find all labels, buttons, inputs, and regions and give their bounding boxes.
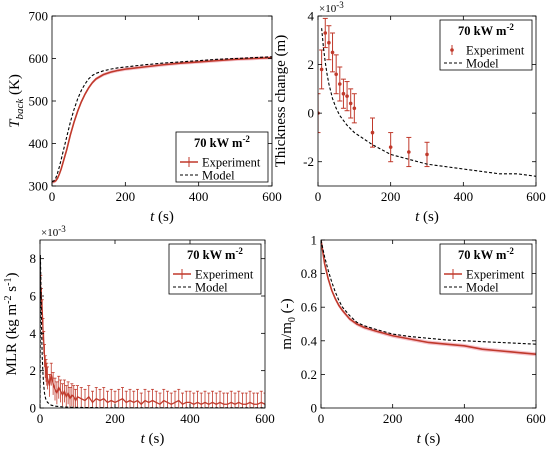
- axes-box: [39, 239, 266, 409]
- chart-mlr: 0 200 400 600 0 2 4 6 8 ×10-3 t (s) MLR (kg m-2 s-1…: [3, 224, 275, 447]
- series-experiment-point: [388, 145, 393, 149]
- series-experiment-point: [345, 94, 349, 98]
- legend-experiment-label: Experiment: [195, 268, 254, 282]
- y-tick-label: 2: [308, 57, 315, 72]
- y-axis-label: m/m0 (-): [279, 298, 298, 349]
- y-tick-label: -2: [303, 154, 314, 169]
- y-axis-label: MLR (kg m-2 s-1): [3, 273, 20, 376]
- x-tick-label: 600: [526, 189, 546, 204]
- series-experiment-point: [425, 152, 429, 157]
- x-tick-label: 200: [105, 411, 125, 426]
- series-experiment-point: [352, 106, 357, 111]
- y-tick-label: 0.6: [301, 300, 318, 315]
- series-experiment-point: [323, 31, 328, 35]
- x-tick-label: 0: [315, 189, 322, 204]
- plot-area: [318, 17, 536, 177]
- series-experiment-point: [370, 130, 375, 135]
- plot-area: [321, 240, 536, 357]
- x-tick-label: 600: [262, 189, 282, 204]
- x-tick-label: 200: [116, 189, 136, 204]
- series-model-line: [321, 240, 536, 345]
- series-experiment-point: [407, 150, 411, 154]
- y-axis-label: Tback (K): [7, 74, 26, 128]
- legend-title: 70 kW m-2: [458, 246, 514, 262]
- x-axis-label: t (s): [415, 209, 439, 225]
- y-exponent-label: ×10-3: [41, 224, 66, 239]
- legend-box: [175, 131, 269, 183]
- y-tick-label: 700: [29, 9, 49, 24]
- x-tick-label: 600: [526, 411, 546, 426]
- y-tick-label: 600: [29, 51, 49, 66]
- y-tick-label: 4: [30, 326, 37, 341]
- axes-box: [317, 15, 537, 187]
- chart-tback: 0 200 400 600 300 400 500 600 700 t (s) Tback (K) 7…: [7, 9, 282, 226]
- legend-model-label: Model: [466, 281, 499, 295]
- legend-experiment-label: Experiment: [466, 44, 525, 58]
- x-tick-label: 600: [255, 411, 275, 426]
- y-tick-label: 500: [29, 94, 49, 109]
- legend-model-label: Model: [202, 169, 235, 183]
- series-experiment-line: [40, 286, 265, 406]
- x-tick-label: 400: [180, 411, 200, 426]
- legend-model-label: Model: [195, 281, 228, 295]
- y-tick-label: 300: [29, 179, 49, 194]
- x-tick-label: 200: [383, 411, 403, 426]
- chart-thickness: 0 200 400 600 -2 0 2 4 ×10-3 t (s) Thickness chang…: [273, 0, 546, 225]
- y-tick-label: 0.2: [301, 367, 317, 382]
- series-experiment-line: [52, 56, 272, 183]
- x-axis-label: t (s): [141, 431, 165, 447]
- series-experiment-point: [327, 40, 331, 45]
- legend-experiment-point: [450, 48, 454, 52]
- x-tick-label: 0: [37, 411, 44, 426]
- y-tick-label: 0.4: [301, 333, 318, 348]
- x-tick-label: 0: [318, 411, 325, 426]
- legend-box: [168, 243, 262, 295]
- series-experiment-point: [330, 50, 335, 55]
- x-tick-label: 400: [189, 189, 209, 204]
- x-tick-label: 400: [454, 189, 474, 204]
- series-experiment-point: [341, 91, 346, 96]
- y-tick-label: 400: [29, 136, 49, 151]
- y-tick-label: 6: [30, 289, 37, 304]
- chart-mass: 0 200 400 600 0 0.2 0.4 0.6 0.8 1 t (s) m/m0 (-) 70 …: [279, 233, 546, 448]
- y-tick-label: 0: [308, 106, 315, 121]
- x-tick-label: 400: [455, 411, 475, 426]
- legend-title: 70 kW m-2: [194, 134, 250, 150]
- y-axis-label: Thickness change (m): [273, 35, 289, 167]
- series-experiment-point: [338, 82, 342, 86]
- axes-box: [320, 239, 537, 409]
- legend-experiment-label: Experiment: [466, 268, 525, 282]
- y-tick-label: 1: [311, 233, 318, 248]
- x-tick-label: 200: [381, 189, 401, 204]
- y-tick-label: 0: [311, 401, 318, 416]
- legend-title: 70 kW m-2: [458, 22, 514, 38]
- x-axis-label: t (s): [150, 209, 174, 225]
- y-exponent-label: ×10-3: [319, 0, 344, 15]
- series-model-line: [52, 56, 272, 183]
- series-experiment-point: [334, 72, 338, 77]
- y-tick-label: 4: [308, 9, 315, 24]
- legend-box: [439, 19, 533, 71]
- x-tick-label: 0: [49, 189, 56, 204]
- y-tick-label: 0.8: [301, 266, 317, 281]
- y-tick-label: 2: [30, 363, 37, 378]
- series-experiment-point: [319, 67, 324, 72]
- y-tick-label: 0: [30, 401, 37, 416]
- legend-model-label: Model: [466, 57, 499, 71]
- legend-experiment-label: Experiment: [202, 156, 261, 170]
- legend-title: 70 kW m-2: [187, 246, 243, 262]
- y-tick-label: 8: [30, 251, 37, 266]
- series-experiment-point: [348, 101, 353, 106]
- series-experiment-line: [321, 240, 536, 356]
- x-axis-label: t (s): [417, 431, 441, 447]
- legend-box: [439, 243, 533, 295]
- plot-area: [52, 55, 272, 184]
- plot-area: [40, 254, 265, 408]
